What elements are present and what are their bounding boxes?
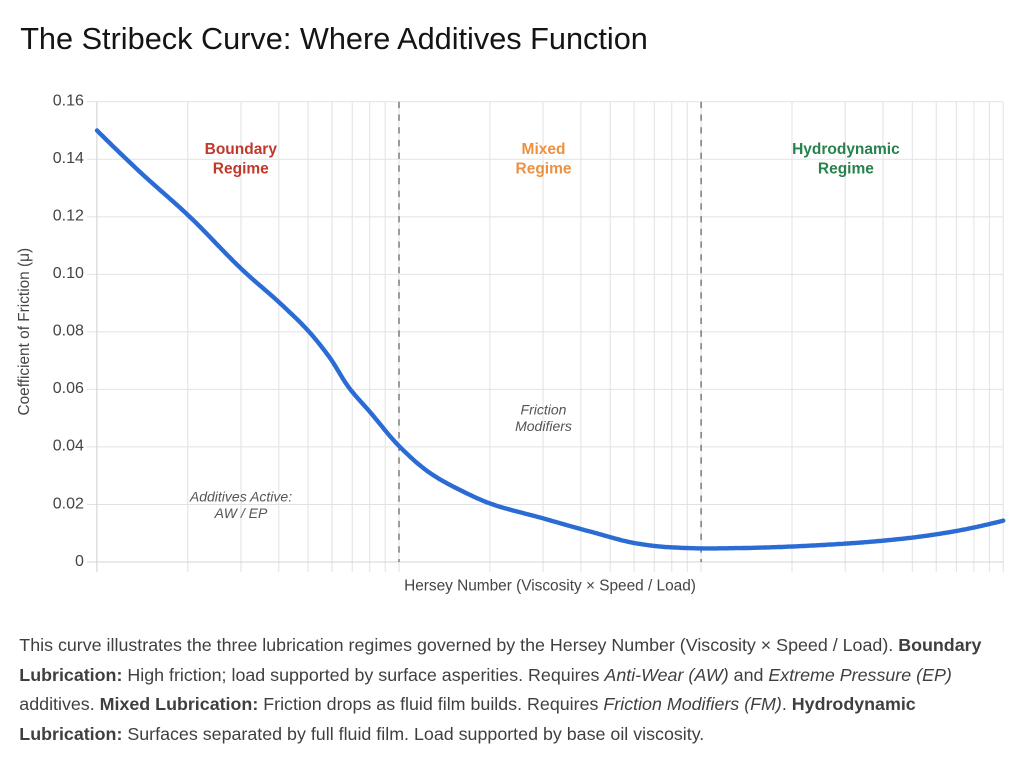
svg-text:0.02: 0.02 bbox=[53, 495, 84, 512]
svg-text:0.08: 0.08 bbox=[53, 323, 84, 340]
svg-text:Hydrodynamic: Hydrodynamic bbox=[792, 141, 900, 158]
svg-text:Regime: Regime bbox=[516, 160, 572, 177]
svg-text:0.12: 0.12 bbox=[53, 208, 84, 225]
svg-text:0.06: 0.06 bbox=[53, 380, 84, 397]
svg-text:Modifiers: Modifiers bbox=[515, 418, 572, 434]
svg-text:0: 0 bbox=[75, 553, 84, 570]
svg-text:0.04: 0.04 bbox=[53, 438, 84, 455]
svg-text:0.16: 0.16 bbox=[53, 93, 84, 110]
svg-text:Regime: Regime bbox=[818, 160, 874, 177]
svg-text:Friction: Friction bbox=[521, 402, 567, 418]
svg-text:AW / EP: AW / EP bbox=[214, 505, 268, 521]
svg-text:Boundary: Boundary bbox=[205, 141, 278, 158]
svg-text:Regime: Regime bbox=[213, 160, 269, 177]
svg-text:0.10: 0.10 bbox=[53, 265, 84, 282]
svg-text:Hersey Number (Viscosity × Spe: Hersey Number (Viscosity × Speed / Load) bbox=[404, 577, 696, 594]
svg-text:0.14: 0.14 bbox=[53, 150, 84, 167]
svg-text:Coefficient of Friction (μ): Coefficient of Friction (μ) bbox=[16, 248, 33, 416]
svg-text:Additives Active:: Additives Active: bbox=[189, 488, 292, 504]
svg-text:Mixed: Mixed bbox=[522, 141, 566, 158]
